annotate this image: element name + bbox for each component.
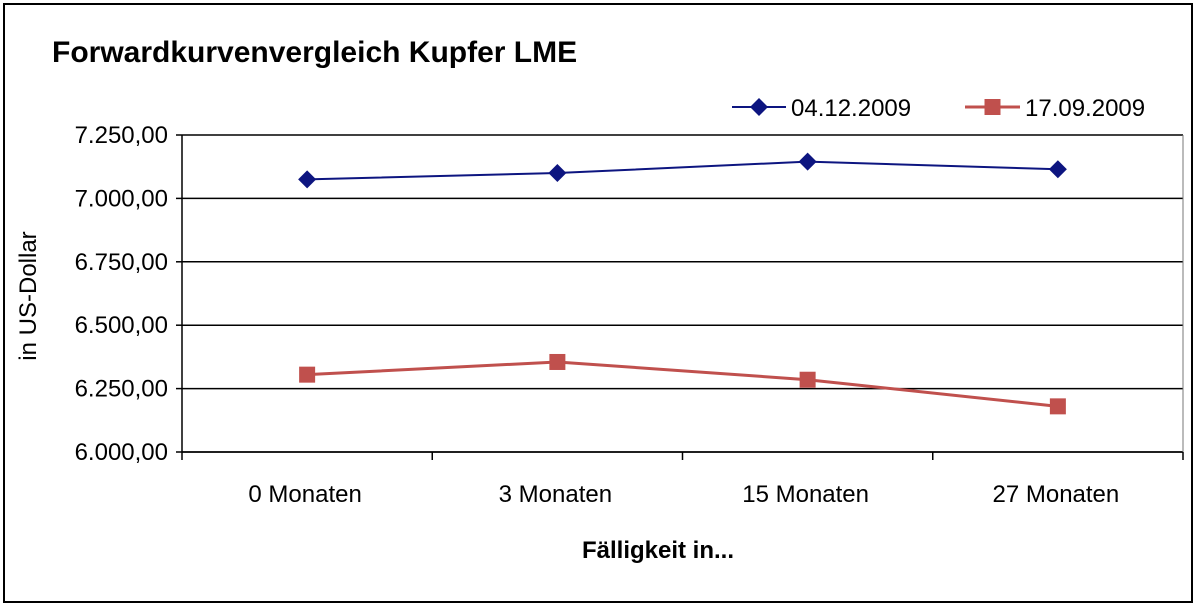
series-group [298, 152, 1067, 415]
x-tick-label: 0 Monaten [248, 481, 361, 508]
data-point [1049, 398, 1066, 415]
x-tick-label: 27 Monaten [992, 481, 1119, 508]
y-tick-label: 6.250,00 [75, 376, 168, 403]
legend: 04.12.2009 17.09.2009 [732, 95, 1145, 122]
y-tick-label: 7.250,00 [75, 122, 168, 149]
legend-marker [984, 99, 1001, 115]
axes [176, 134, 1184, 460]
y-tick-label: 7.000,00 [75, 185, 168, 212]
data-point [549, 353, 566, 370]
series-line [307, 160, 1058, 181]
y-tick-labels: 6.000,00 6.250,00 6.500,00 6.750,00 7.000,00… [75, 122, 168, 466]
data-point [298, 170, 317, 189]
series-line [307, 360, 1059, 408]
data-point [548, 164, 567, 183]
data-point [799, 371, 816, 388]
x-tick-label: 15 Monaten [742, 481, 869, 508]
legend-marker [750, 98, 768, 116]
y-tick-label: 6.500,00 [75, 312, 168, 339]
y-tick-label: 6.750,00 [75, 249, 168, 276]
data-point [1048, 160, 1067, 179]
x-tick-labels: 0 Monaten 3 Monaten 15 Monaten 27 Monaten [248, 481, 1119, 508]
data-point [299, 366, 316, 383]
legend-label: 17.09.2009 [1025, 95, 1145, 122]
legend-label: 04.12.2009 [791, 95, 911, 122]
chart-title: Forwardkurvenvergleich Kupfer LME [52, 36, 577, 69]
x-tick-label: 3 Monaten [499, 481, 612, 508]
y-tick-label: 6.000,00 [75, 439, 168, 466]
data-point [798, 152, 817, 171]
y-axis-label: in US-Dollar [15, 231, 42, 360]
x-axis-label: Fälligkeit in... [582, 537, 734, 564]
